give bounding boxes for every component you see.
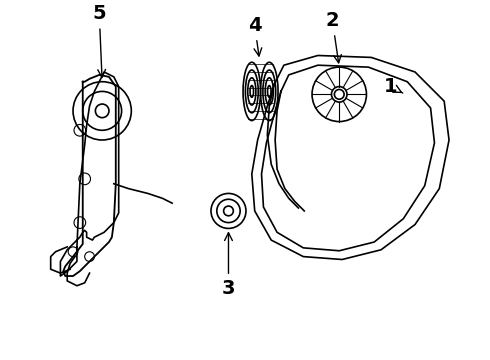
Text: 3: 3 bbox=[222, 233, 235, 298]
Text: 4: 4 bbox=[248, 16, 262, 56]
Text: 2: 2 bbox=[326, 11, 342, 63]
Text: 1: 1 bbox=[384, 77, 403, 96]
Text: 5: 5 bbox=[93, 4, 106, 77]
